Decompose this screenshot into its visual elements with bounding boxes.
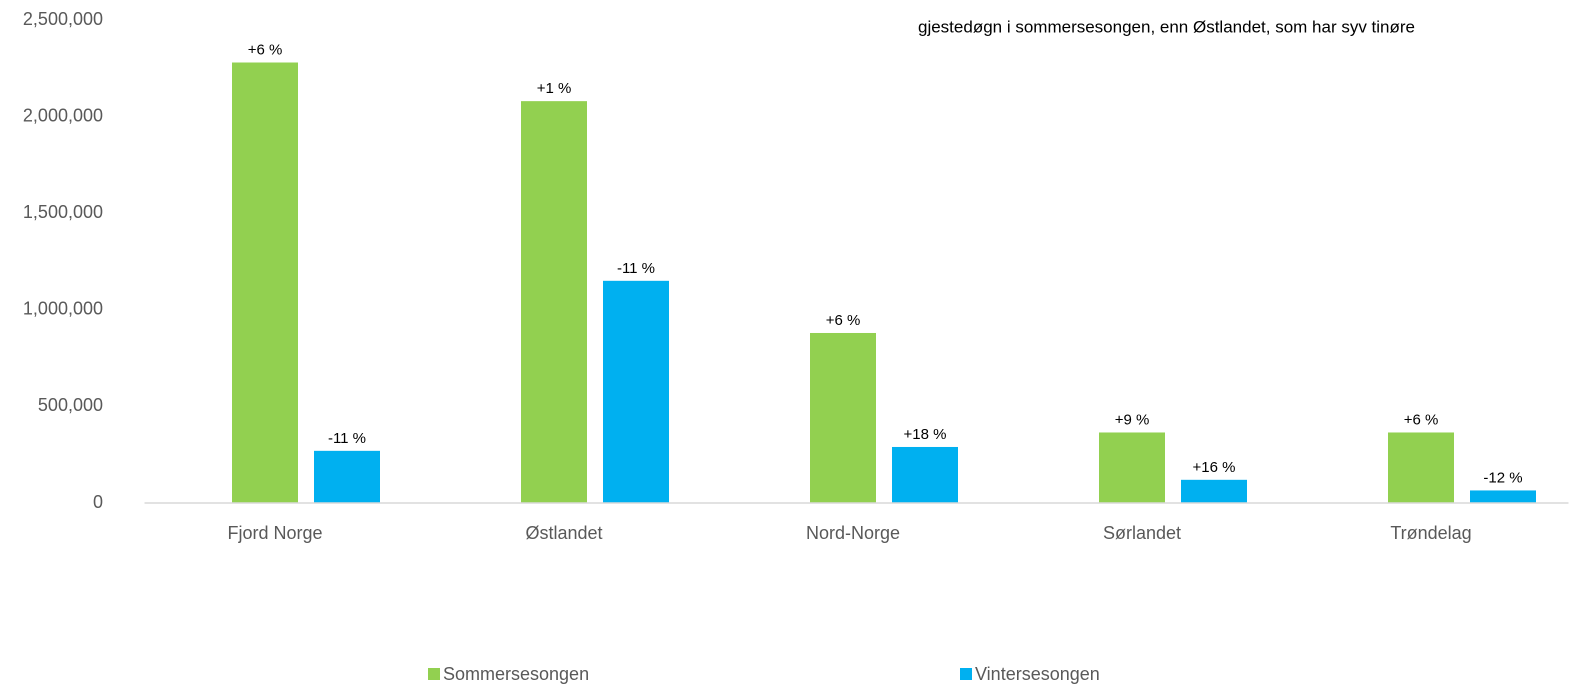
x-tick-label: Nord-Norge [806,523,900,543]
legend-swatch [428,668,440,680]
legend-label: Vintersesongen [975,664,1100,684]
y-tick-label: 1,000,000 [23,299,103,319]
bar [1470,490,1536,503]
change-label: -12 % [1483,469,1522,486]
x-tick-label: Sørlandet [1103,523,1181,543]
y-tick-label: 500,000 [38,395,103,415]
x-tick-label: Østlandet [525,523,602,543]
change-label: +6 % [826,312,861,329]
bar [521,101,587,504]
change-label: +18 % [904,426,947,443]
change-label: +6 % [1404,411,1439,428]
change-label: +16 % [1193,459,1236,476]
bar [1099,432,1165,503]
bar [892,446,958,503]
change-label: +9 % [1115,411,1150,428]
bar [1181,479,1247,503]
bar [232,62,298,504]
change-label: +6 % [248,41,283,58]
x-tick-label: Fjord Norge [227,523,322,543]
bar [603,280,669,503]
change-label: +1 % [537,80,572,97]
change-label: -11 % [328,430,366,447]
x-tick-label: Trøndelag [1390,523,1471,543]
change-label: -11 % [617,260,655,277]
y-tick-label: 1,500,000 [23,202,103,222]
bar [810,332,876,503]
annotation: gjestedøgn i sommersesongen, enn Østland… [918,17,1415,36]
y-tick-label: 2,500,000 [23,9,103,29]
legend-swatch [960,668,972,680]
y-tick-label: 2,000,000 [23,105,103,125]
bar [1388,432,1454,503]
legend-label: Sommersesongen [443,664,589,684]
y-tick-label: 0 [93,492,103,512]
bar [314,450,380,503]
